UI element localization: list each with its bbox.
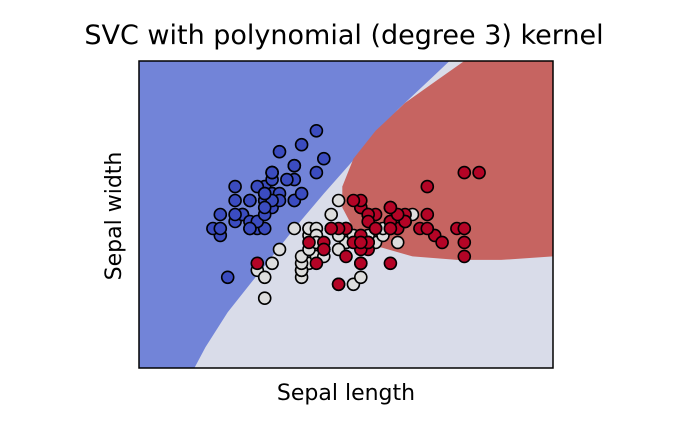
point-class-1-43	[257, 270, 272, 285]
point-class-2-34	[339, 249, 353, 264]
point-class-2-33	[353, 235, 368, 250]
point-class-0-15	[309, 124, 324, 138]
point-class-2-44	[383, 200, 398, 215]
point-class-2-29	[420, 221, 435, 236]
point-class-1-48	[265, 256, 279, 271]
point-class-2-13	[309, 256, 324, 271]
point-class-1-37	[353, 270, 368, 285]
point-class-0-14	[316, 151, 331, 166]
chart-title: SVC with polynomial (degree 3) kernel	[84, 20, 603, 51]
point-class-0-48	[280, 172, 294, 187]
point-class-2-17	[457, 165, 472, 180]
point-class-0-47	[228, 207, 242, 222]
point-class-2-9	[420, 179, 435, 194]
y-axis-label: Sepal width	[102, 152, 127, 281]
point-class-0-38	[213, 221, 228, 236]
point-class-1-9	[272, 242, 287, 257]
point-class-1-35	[331, 193, 346, 208]
point-class-0-22	[228, 179, 242, 194]
point-class-0-49	[257, 200, 272, 215]
point-class-2-45	[383, 221, 398, 236]
point-class-2-8	[383, 256, 398, 271]
point-class-0-16	[287, 158, 302, 173]
data-points	[206, 124, 486, 306]
point-class-0-46	[265, 165, 279, 180]
point-class-2-30	[435, 235, 449, 250]
point-class-0-24	[243, 193, 257, 208]
point-class-2-25	[420, 207, 435, 222]
point-class-1-10	[257, 291, 272, 306]
point-class-0-45	[243, 221, 257, 236]
x-axis-label: Sepal length	[277, 381, 415, 406]
point-class-2-35	[457, 221, 472, 236]
point-class-0-6	[228, 193, 242, 208]
point-class-0-36	[294, 186, 309, 201]
point-class-0-43	[257, 186, 272, 201]
point-class-2-19	[331, 277, 346, 292]
point-class-2-48	[346, 193, 361, 208]
point-class-1-26	[390, 235, 405, 250]
point-class-2-6	[250, 256, 265, 271]
point-class-0-42	[213, 207, 228, 222]
point-class-1-20	[324, 207, 339, 222]
point-class-2-22	[457, 235, 472, 250]
point-class-0-32	[272, 144, 287, 159]
point-class-1-34	[287, 221, 302, 236]
point-class-2-42	[316, 242, 331, 257]
point-class-2-49	[324, 221, 339, 236]
point-class-2-21	[302, 235, 316, 250]
point-class-2-31	[472, 165, 486, 180]
point-class-0-41	[220, 270, 235, 285]
point-class-2-18	[457, 249, 472, 264]
point-class-2-46	[353, 256, 368, 271]
plot-frame	[138, 60, 554, 369]
point-class-0-33	[294, 137, 309, 152]
point-class-0-18	[309, 165, 324, 180]
point-class-2-47	[368, 221, 383, 236]
